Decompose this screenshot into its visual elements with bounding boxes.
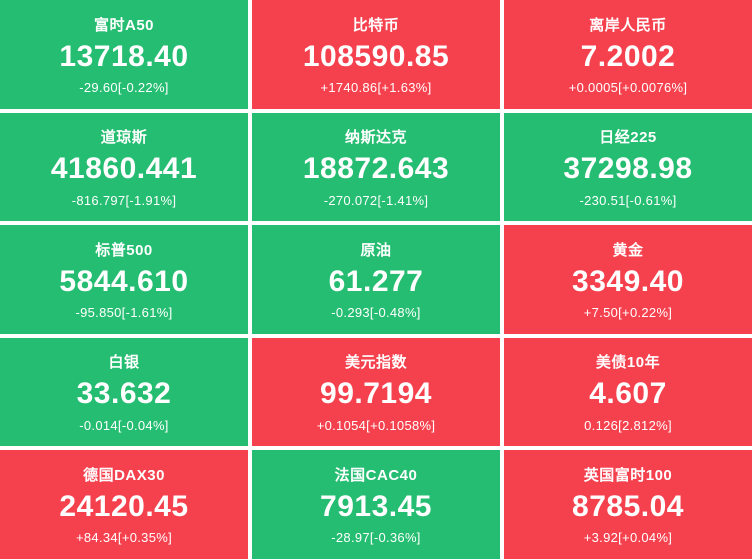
market-tile-us-10y-treasury[interactable]: 美债10年 4.607 0.126[2.812%] bbox=[504, 337, 752, 447]
market-tile-silver[interactable]: 白银 33.632 -0.014[-0.04%] bbox=[0, 337, 248, 447]
market-price: 61.277 bbox=[328, 264, 424, 298]
market-name: 原油 bbox=[360, 241, 392, 259]
market-change: +84.34[+0.35%] bbox=[76, 530, 172, 546]
market-tile-nikkei-225[interactable]: 日经225 37298.98 -230.51[-0.61%] bbox=[504, 112, 752, 222]
market-price: 33.632 bbox=[76, 377, 172, 411]
market-price: 3349.40 bbox=[572, 264, 684, 298]
market-tile-sp500[interactable]: 标普500 5844.610 -95.850[-1.61%] bbox=[0, 225, 248, 334]
market-price: 99.7194 bbox=[320, 377, 432, 411]
market-name: 比特币 bbox=[352, 16, 400, 34]
market-change: +3.92[+0.04%] bbox=[583, 530, 673, 546]
market-tile-gold[interactable]: 黄金 3349.40 +7.50[+0.22%] bbox=[504, 225, 752, 334]
market-price: 7.2002 bbox=[580, 39, 676, 73]
market-change: -230.51[-0.61%] bbox=[579, 192, 677, 208]
market-tile-dow-jones[interactable]: 道琼斯 41860.441 -816.797[-1.91%] bbox=[0, 112, 248, 222]
market-price: 7913.45 bbox=[320, 489, 432, 523]
market-change: +7.50[+0.22%] bbox=[583, 305, 673, 321]
market-change: -270.072[-1.41%] bbox=[323, 192, 429, 208]
market-tile-usd-index[interactable]: 美元指数 99.7194 +0.1054[+0.1058%] bbox=[252, 337, 500, 447]
market-tile-ftse-100[interactable]: 英国富时100 8785.04 +3.92[+0.04%] bbox=[504, 450, 752, 559]
market-price: 108590.85 bbox=[302, 39, 450, 73]
market-price: 18872.643 bbox=[302, 152, 450, 186]
market-change: -0.014[-0.04%] bbox=[79, 417, 169, 433]
market-name: 富时A50 bbox=[93, 16, 155, 34]
market-tile-nasdaq[interactable]: 纳斯达克 18872.643 -270.072[-1.41%] bbox=[252, 112, 500, 222]
market-tile-crude-oil[interactable]: 原油 61.277 -0.293[-0.48%] bbox=[252, 225, 500, 334]
market-name: 黄金 bbox=[612, 241, 644, 259]
market-name: 德国DAX30 bbox=[83, 466, 165, 484]
market-name: 英国富时100 bbox=[583, 466, 673, 484]
market-tile-cac40[interactable]: 法国CAC40 7913.45 -28.97[-0.36%] bbox=[252, 450, 500, 559]
market-name: 日经225 bbox=[599, 129, 657, 147]
market-change: -29.60[-0.22%] bbox=[79, 80, 169, 96]
market-price: 24120.45 bbox=[59, 489, 189, 523]
market-name: 美元指数 bbox=[344, 354, 407, 372]
market-change: +0.0005[+0.0076%] bbox=[568, 80, 688, 96]
market-change: -28.97[-0.36%] bbox=[331, 530, 421, 546]
market-change: -816.797[-1.91%] bbox=[71, 192, 177, 208]
market-name: 法国CAC40 bbox=[334, 466, 418, 484]
market-change: -95.850[-1.61%] bbox=[75, 305, 173, 321]
market-tile-bitcoin[interactable]: 比特币 108590.85 +1740.86[+1.63%] bbox=[252, 0, 500, 109]
market-tile-dax30[interactable]: 德国DAX30 24120.45 +84.34[+0.35%] bbox=[0, 450, 248, 559]
market-price: 41860.441 bbox=[50, 152, 198, 186]
market-tile-offshore-rmb[interactable]: 离岸人民币 7.2002 +0.0005[+0.0076%] bbox=[504, 0, 752, 109]
market-name: 道琼斯 bbox=[100, 129, 148, 147]
market-price: 4.607 bbox=[589, 377, 667, 411]
market-price: 5844.610 bbox=[59, 264, 189, 298]
market-price: 8785.04 bbox=[572, 489, 684, 523]
market-change: +0.1054[+0.1058%] bbox=[316, 417, 436, 433]
market-name: 白银 bbox=[108, 354, 140, 372]
market-name: 离岸人民币 bbox=[589, 16, 667, 34]
market-tile-ftse-a50[interactable]: 富时A50 13718.40 -29.60[-0.22%] bbox=[0, 0, 248, 109]
market-name: 美债10年 bbox=[595, 354, 661, 372]
market-change: +1740.86[+1.63%] bbox=[320, 80, 432, 96]
market-change: 0.126[2.812%] bbox=[584, 417, 672, 433]
market-name: 标普500 bbox=[95, 241, 153, 259]
market-price: 37298.98 bbox=[563, 152, 693, 186]
market-name: 纳斯达克 bbox=[344, 129, 407, 147]
market-change: -0.293[-0.48%] bbox=[331, 305, 421, 321]
market-price: 13718.40 bbox=[59, 39, 189, 73]
